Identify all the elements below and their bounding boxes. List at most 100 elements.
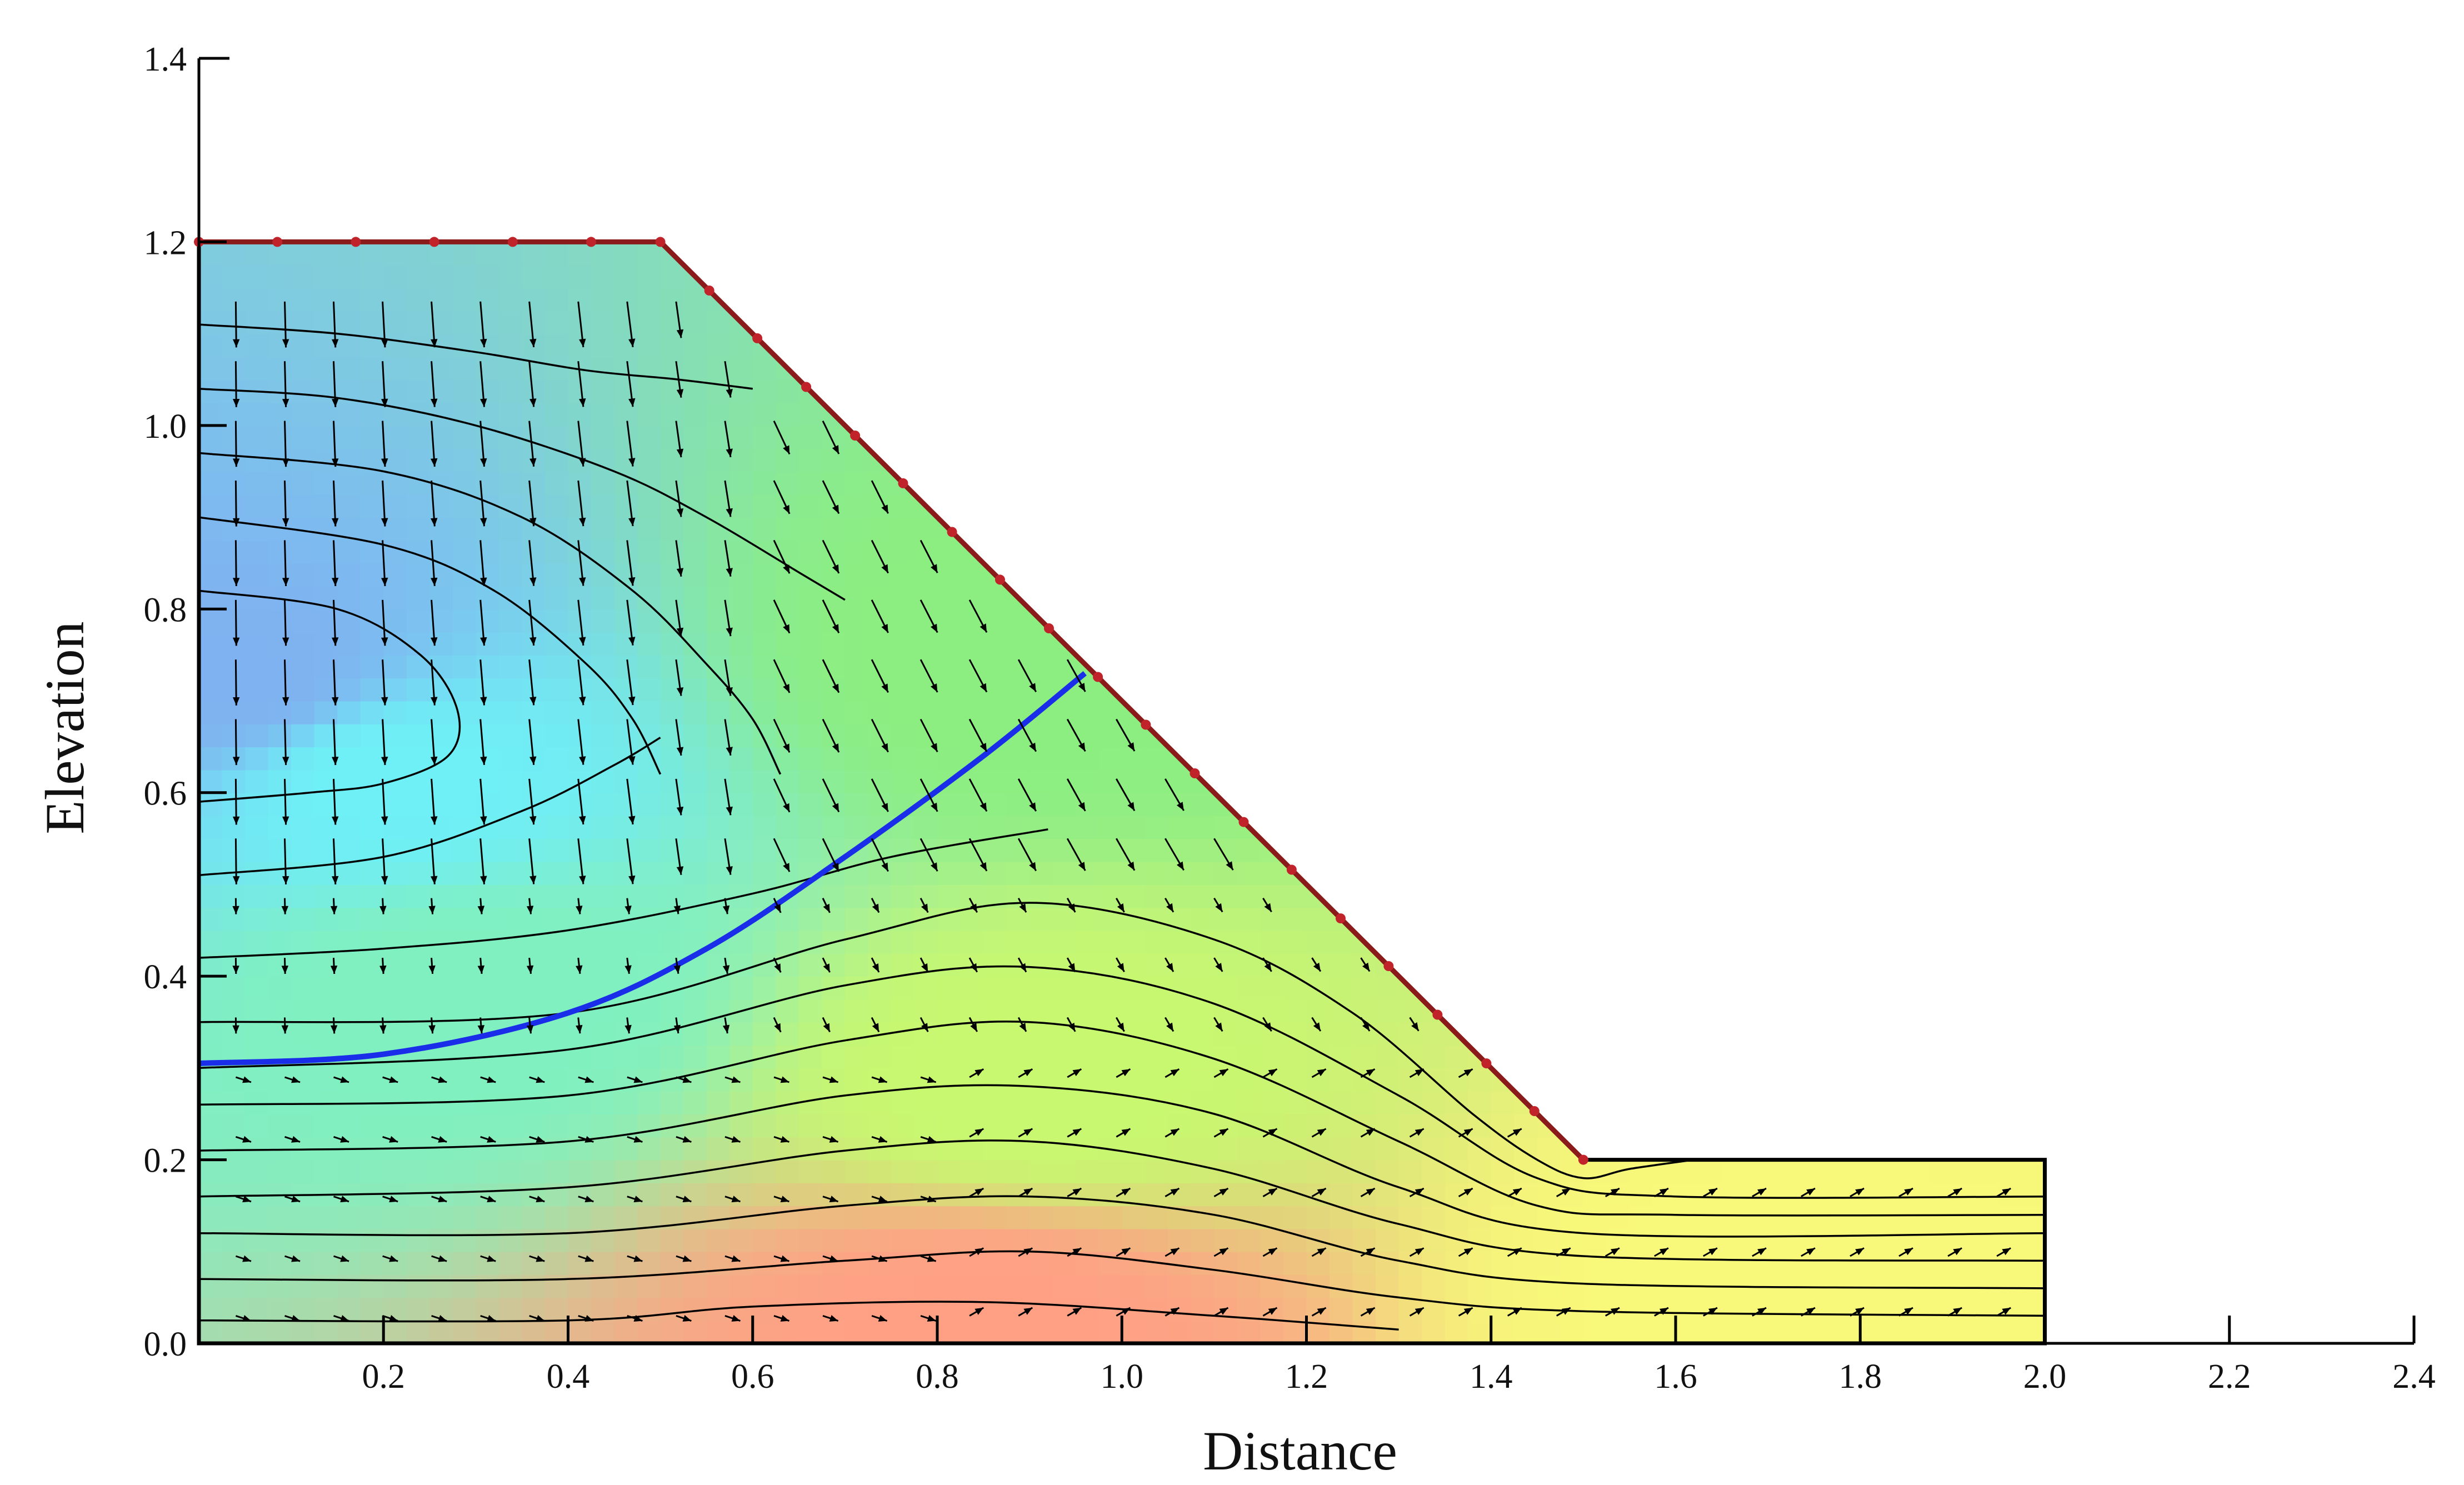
fill-cell — [476, 1228, 499, 1252]
fill-cell — [776, 242, 799, 243]
flow-vector-head-349 — [1415, 1248, 1424, 1256]
fill-cell — [1076, 471, 1099, 495]
fill-cell — [1676, 861, 1700, 885]
fill-cell — [983, 1114, 1007, 1138]
fill-cell — [637, 1206, 661, 1229]
fill-cell — [360, 242, 384, 243]
fill-cell — [1906, 907, 1930, 931]
fill-cell — [1006, 1091, 1031, 1114]
fill-cell — [637, 1320, 661, 1343]
fill-cell — [1791, 654, 1815, 679]
fill-cell — [1698, 563, 1722, 587]
flow-vector-head-164 — [682, 1255, 692, 1262]
fill-cell — [1906, 816, 1930, 839]
fill-cell — [960, 930, 984, 954]
fill-cell — [498, 632, 523, 656]
fill-cell — [1514, 517, 1538, 541]
fill-cell — [1214, 379, 1238, 403]
fill-cell — [1283, 402, 1307, 426]
fill-cell — [1560, 1045, 1584, 1069]
fill-cell — [983, 816, 1007, 839]
fill-cell — [2045, 1022, 2069, 1046]
fill-cell — [983, 632, 1007, 656]
fill-cell — [1883, 402, 1907, 426]
fill-cell — [960, 379, 984, 403]
fill-cell — [891, 242, 915, 266]
fill-cell — [1398, 838, 1423, 862]
fill-cell — [1144, 379, 1169, 403]
fill-cell — [1376, 930, 1400, 954]
fill-cell — [199, 884, 223, 908]
fill-cell — [452, 1274, 477, 1298]
fill-cell — [1698, 356, 1722, 381]
fill-cell — [1076, 1068, 1099, 1092]
fill-cell — [1929, 586, 1953, 610]
flow-vector-head-25 — [281, 966, 289, 974]
fill-cell — [1214, 861, 1238, 885]
fill-cell — [545, 884, 569, 908]
fill-cell — [406, 1182, 431, 1207]
fill-cell — [1929, 1228, 1953, 1252]
fill-cell — [798, 930, 823, 954]
flow-vector-head-82 — [431, 816, 438, 825]
fill-cell — [1629, 356, 1653, 381]
fill-cell — [1468, 930, 1492, 954]
fill-cell — [914, 311, 938, 334]
fill-cell — [199, 1159, 223, 1183]
fill-cell — [1376, 288, 1400, 312]
fill-cell — [1283, 701, 1307, 724]
fill-cell — [1952, 264, 1976, 288]
fill-cell — [868, 884, 892, 908]
fill-cell — [1214, 311, 1238, 334]
fill-cell — [1629, 609, 1653, 633]
fill-cell — [1052, 1182, 1077, 1207]
fill-cell — [868, 517, 892, 541]
boundary-node-21 — [1336, 913, 1346, 924]
fill-cell — [1029, 242, 1053, 266]
fill-cell — [406, 816, 431, 839]
fill-cell — [868, 678, 892, 702]
fill-cell — [868, 471, 892, 495]
fill-cell — [1144, 1228, 1169, 1252]
fill-cell — [1722, 769, 1746, 793]
fill-cell — [637, 540, 661, 564]
fill-cell — [1722, 654, 1746, 679]
fill-cell — [383, 1228, 407, 1252]
fill-cell — [268, 288, 292, 312]
fill-cell — [1929, 930, 1953, 954]
fill-cell — [1376, 379, 1400, 403]
fill-cell — [291, 609, 315, 633]
fill-cell — [1998, 976, 2022, 1000]
fill-cell — [1352, 654, 1377, 679]
fill-cell — [1952, 517, 1976, 541]
fill-cell — [1260, 517, 1284, 541]
flow-vector-head-224 — [832, 743, 839, 753]
fill-cell — [406, 563, 431, 587]
fill-cell — [1029, 311, 1053, 334]
fill-cell — [614, 356, 638, 381]
fill-cell — [1791, 1045, 1815, 1069]
fill-cell — [1098, 1228, 1123, 1252]
fill-cell — [591, 792, 615, 816]
fill-cell — [1883, 792, 1907, 816]
fill-cell — [1883, 1297, 1907, 1321]
fill-cell — [868, 953, 892, 977]
fill-cell — [1029, 517, 1053, 541]
boundary-node-15 — [1044, 623, 1054, 633]
fill-cell — [1491, 723, 1515, 748]
fill-cell — [1537, 609, 1561, 633]
fill-cell — [1422, 471, 1446, 495]
fill-cell — [683, 678, 707, 702]
fill-cell — [591, 540, 615, 564]
fill-cell — [222, 264, 246, 288]
fill-cell — [1583, 1206, 1607, 1229]
fill-cell — [1098, 242, 1123, 266]
fill-cell — [1098, 264, 1123, 288]
fill-cell — [2045, 793, 2069, 816]
fill-cell — [1352, 1228, 1377, 1252]
fill-cell — [199, 976, 223, 1000]
fill-cell — [798, 1068, 823, 1092]
fill-cell — [1306, 494, 1330, 518]
fill-cell — [591, 1137, 615, 1161]
fill-cell — [1676, 609, 1700, 633]
